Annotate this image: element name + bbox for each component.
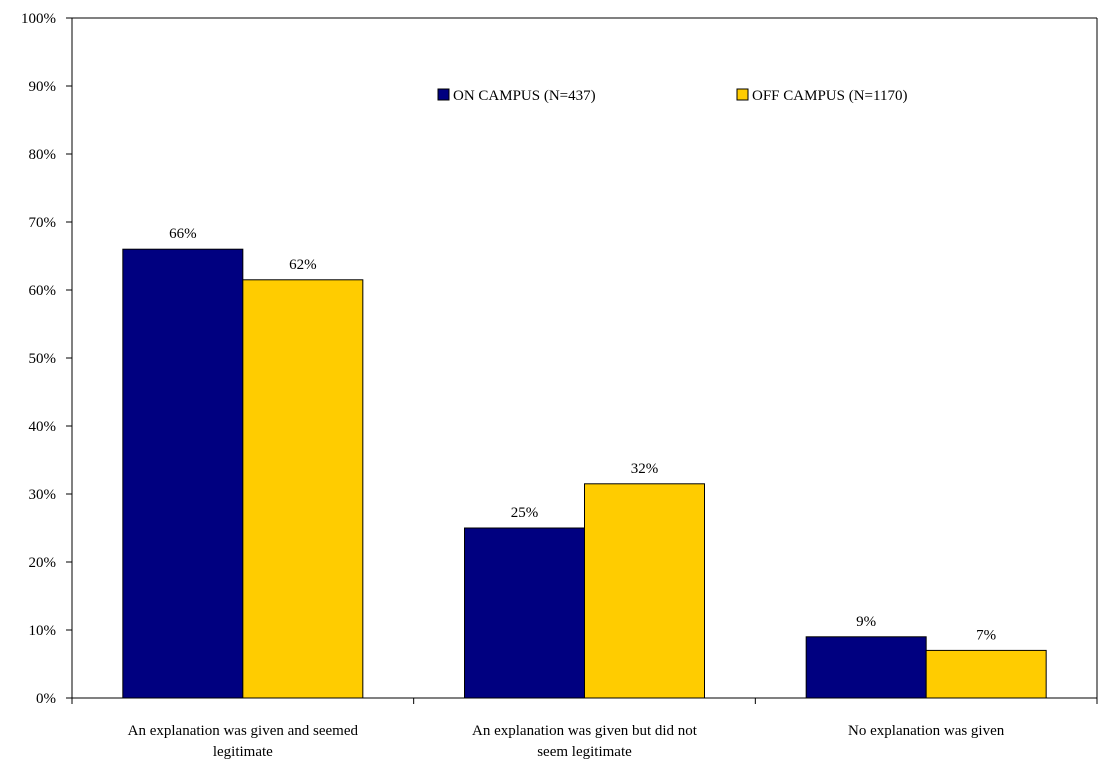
legend-swatch [736, 88, 749, 101]
x-category-label-line: An explanation was given but did not [472, 723, 698, 739]
y-tick-label: 100% [21, 11, 56, 27]
legend: ON CAMPUS (N=437) OFF CAMPUS (N=1170) [437, 88, 907, 104]
data-label: 7% [976, 627, 996, 643]
bar-on-campus [805, 636, 927, 699]
x-category-label-line: seem legitimate [537, 744, 632, 760]
y-tick-label: 60% [29, 283, 57, 299]
x-category-label-line: legitimate [213, 744, 273, 760]
x-category-label: No explanation was given [848, 723, 1005, 739]
y-tick-label: 40% [29, 419, 57, 435]
data-label: 25% [511, 505, 539, 521]
y-tick-label: 30% [29, 487, 57, 503]
data-label: 9% [856, 614, 876, 630]
legend-swatch [437, 88, 450, 101]
y-tick-label: 90% [29, 79, 57, 95]
y-tick-label: 50% [29, 351, 57, 367]
x-category-label-line: No explanation was given [848, 723, 1005, 739]
data-label: 62% [289, 257, 317, 273]
y-tick-label: 80% [29, 147, 57, 163]
x-category-label-line: An explanation was given and seemed [128, 723, 359, 739]
bar-off-campus [242, 279, 364, 699]
x-axis: An explanation was given and seemed legit… [71, 697, 1098, 760]
bar-off-campus [584, 483, 705, 699]
x-category-label: An explanation was given but did not seem… [472, 723, 698, 760]
data-label: 66% [169, 226, 197, 242]
bar-on-campus [122, 248, 244, 699]
x-category-label: An explanation was given and seemed legit… [128, 723, 359, 760]
y-tick-label: 10% [29, 623, 57, 639]
y-tick-label: 70% [29, 215, 57, 231]
legend-label: OFF CAMPUS (N=1170) [752, 88, 907, 104]
bar-on-campus [464, 527, 585, 699]
legend-label: ON CAMPUS (N=437) [453, 88, 596, 104]
y-tick-label: 20% [29, 555, 57, 571]
y-tick-label: 0% [36, 691, 56, 707]
bars: 66% 62% 25% 32% 9% 7% [122, 226, 1047, 699]
data-label: 32% [631, 461, 659, 477]
y-axis: 0% 10% 20% 30% 40% 50% 60% 70% 80% 90% 100% [21, 11, 1098, 707]
bar-off-campus [925, 649, 1047, 699]
